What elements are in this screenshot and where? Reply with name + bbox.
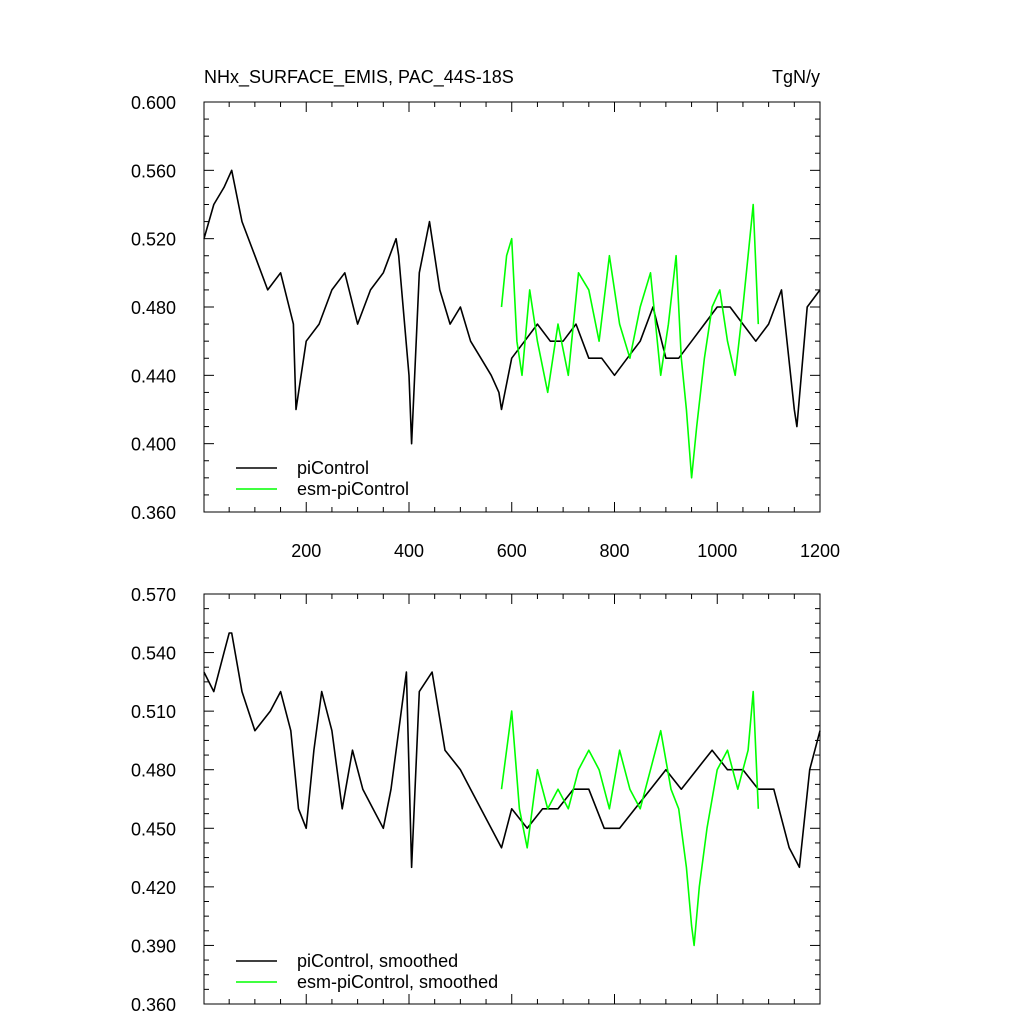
x-tick-label: 1000 [697,541,737,561]
y-tick-label: 0.400 [131,435,176,455]
legend-label: piControl [297,458,369,478]
x-tick-label: 800 [599,541,629,561]
chart-title: NHx_SURFACE_EMIS, PAC_44S-18S [204,67,514,88]
y-tick-label: 0.510 [131,702,176,722]
legend-label: piControl, smoothed [297,951,458,971]
plot-frame [203,593,821,1005]
x-tick-label: 600 [497,541,527,561]
y-tick-label: 0.480 [131,298,176,318]
series-line-picontrol [203,169,821,445]
bottom-panel: 0.360 0.390 0.420 0.450 0.480 0.510 0.540 0.570… [131,585,821,1015]
y-tick-label: 0.480 [131,761,176,781]
y-tick-label: 0.600 [131,93,176,113]
legend-label: esm-piControl, smoothed [297,972,498,992]
series-line-esm-picontrol [500,203,760,479]
y-tick-label: 0.360 [131,503,176,523]
top-panel: 0.360 0.400 0.440 0.480 0.520 0.560 0.600 200 40… [131,93,840,561]
y-tick-label: 0.450 [131,819,176,839]
series-line-picontrol-smoothed [203,632,821,869]
y-tick-label: 0.390 [131,936,176,956]
y-tick-label: 0.570 [131,585,176,605]
series-line-esm-picontrol-smoothed [500,690,760,947]
x-tick-label: 400 [394,541,424,561]
units-label: TgN/y [772,67,820,87]
y-tick-label: 0.440 [131,366,176,386]
y-tick-label: 0.520 [131,230,176,250]
y-tick-label: 0.560 [131,161,176,181]
y-tick-label: 0.540 [131,644,176,664]
y-tick-label: 0.420 [131,878,176,898]
x-tick-label: 200 [291,541,321,561]
x-tick-label: 1200 [800,541,840,561]
y-tick-label: 0.360 [131,995,176,1015]
legend-label: esm-piControl [297,479,409,499]
